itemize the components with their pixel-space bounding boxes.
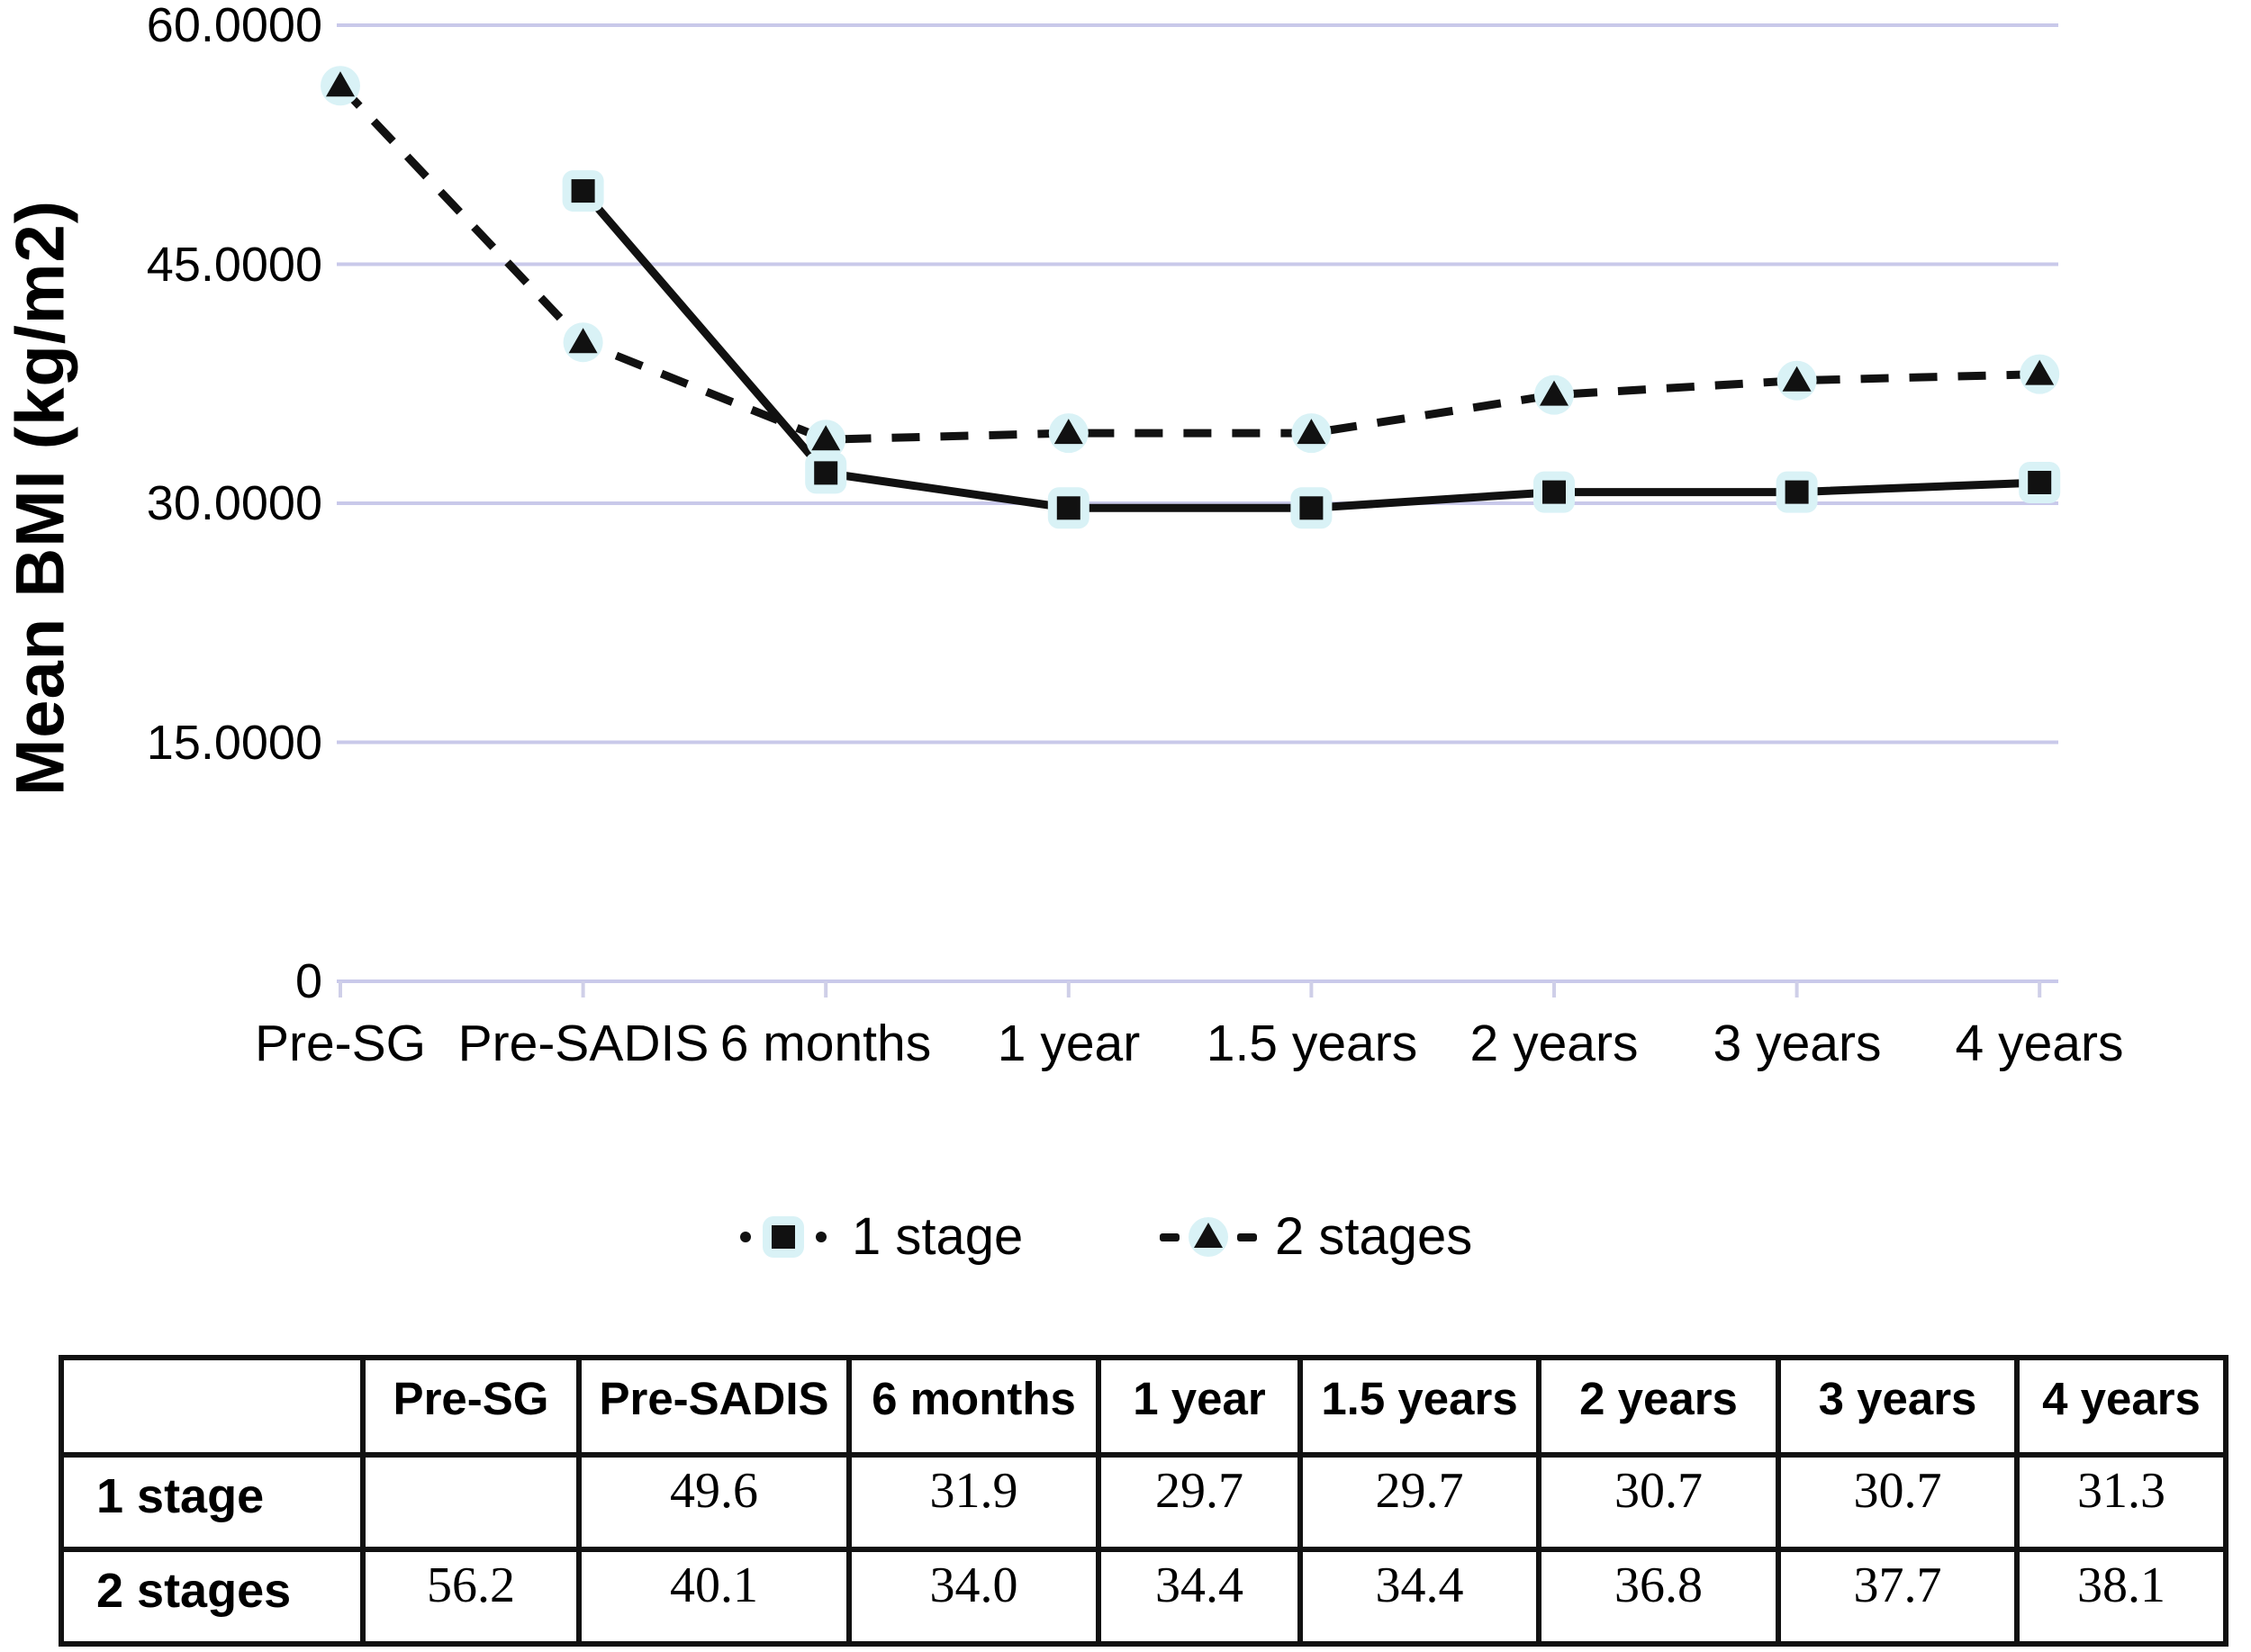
bmi-data-table: Pre-SG Pre-SADIS 6 months 1 year 1.5 yea… xyxy=(59,1355,2228,1647)
x-tick-label-pre-sadis: Pre-SADIS xyxy=(457,1015,710,1072)
col-header-4-years: 4 years xyxy=(2014,1355,2228,1458)
cell-2stages-1-year: 34.4 xyxy=(1096,1547,1303,1647)
triangle-marker xyxy=(568,328,598,354)
legend-label-2-stages: 2 stages xyxy=(1275,1207,1473,1266)
series-line-1-stage xyxy=(580,188,2040,512)
y-tick-label-45: 45.0000 xyxy=(146,238,322,292)
x-tick-label-pre-sg: Pre-SG xyxy=(254,1015,427,1072)
bmi-line-chart xyxy=(321,23,2061,998)
series-line-2-stages xyxy=(337,83,2040,444)
col-header-pre-sadis: Pre-SADIS xyxy=(576,1355,852,1458)
cell-2stages-2-years: 36.8 xyxy=(1536,1547,1781,1647)
y-tick-label-15: 15.0000 xyxy=(146,716,322,770)
triangle-marker-icon xyxy=(1160,1217,1257,1257)
table-corner-cell xyxy=(59,1355,366,1458)
x-tick-label-6-months: 6 months xyxy=(719,1015,932,1072)
x-tick-label-1-5-years: 1.5 years xyxy=(1206,1015,1418,1072)
table-row-2-stages: 2 stages 56.2 40.1 34.0 34.4 34.4 36.8 3… xyxy=(59,1547,2228,1647)
square-marker xyxy=(1785,480,1809,504)
triangle-marker xyxy=(1540,380,1568,406)
cell-2stages-1-5-years: 34.4 xyxy=(1297,1547,1541,1647)
y-tick-label-0: 0 xyxy=(294,954,322,1008)
table-row-1-stage: 1 stage 49.6 31.9 29.7 29.7 30.7 30.7 31… xyxy=(59,1452,2228,1552)
triangle-marker xyxy=(1782,366,1812,392)
row-header-1-stage: 1 stage xyxy=(59,1452,366,1552)
square-marker xyxy=(1299,496,1324,520)
table-header-row: Pre-SG Pre-SADIS 6 months 1 year 1.5 yea… xyxy=(59,1355,2228,1458)
x-tick-label-1-year: 1 year xyxy=(997,1015,1141,1072)
chart-legend: 1 stage 2 stages xyxy=(0,1204,2251,1270)
cell-1stage-pre-sadis: 49.6 xyxy=(576,1452,852,1552)
square-marker xyxy=(1056,496,1080,520)
square-marker-icon xyxy=(740,1216,827,1258)
col-header-1-5-years: 1.5 years xyxy=(1297,1355,1541,1458)
triangle-marker xyxy=(1053,419,1083,445)
col-header-6-months: 6 months xyxy=(846,1355,1101,1458)
cell-1stage-3-years: 30.7 xyxy=(1776,1452,2020,1552)
square-marker xyxy=(2028,470,2052,494)
triangle-marker xyxy=(811,425,841,451)
col-header-pre-sg: Pre-SG xyxy=(360,1355,582,1458)
cell-2stages-pre-sg: 56.2 xyxy=(360,1547,582,1647)
row-header-2-stages: 2 stages xyxy=(59,1547,366,1647)
legend-label-1-stage: 1 stage xyxy=(852,1207,1024,1266)
cell-1stage-1-5-years: 29.7 xyxy=(1297,1452,1541,1552)
cell-1stage-4-years: 31.3 xyxy=(2014,1452,2228,1552)
triangle-marker xyxy=(1297,419,1326,445)
cell-1stage-pre-sg xyxy=(360,1452,582,1552)
square-marker xyxy=(571,179,595,203)
col-header-2-years: 2 years xyxy=(1536,1355,1781,1458)
triangle-marker xyxy=(2025,359,2055,385)
cell-2stages-6-months: 34.0 xyxy=(846,1547,1101,1647)
y-tick-label-30: 30.0000 xyxy=(146,476,322,530)
x-tick-label-4-years: 4 years xyxy=(1955,1015,2124,1072)
cell-2stages-4-years: 38.1 xyxy=(2014,1547,2228,1647)
x-tick-label-2-years: 2 years xyxy=(1469,1015,1639,1072)
square-marker xyxy=(814,461,838,485)
cell-2stages-3-years: 37.7 xyxy=(1776,1547,2020,1647)
y-tick-label-60: 60.0000 xyxy=(146,0,322,52)
cell-1stage-1-year: 29.7 xyxy=(1096,1452,1303,1552)
cell-1stage-2-years: 30.7 xyxy=(1536,1452,1781,1552)
cell-2stages-pre-sadis: 40.1 xyxy=(576,1547,852,1647)
square-marker xyxy=(1542,480,1566,504)
col-header-3-years: 3 years xyxy=(1776,1355,2020,1458)
cell-1stage-6-months: 31.9 xyxy=(846,1452,1101,1552)
col-header-1-year: 1 year xyxy=(1096,1355,1303,1458)
triangle-marker xyxy=(326,71,355,97)
x-tick-label-3-years: 3 years xyxy=(1713,1015,1882,1072)
